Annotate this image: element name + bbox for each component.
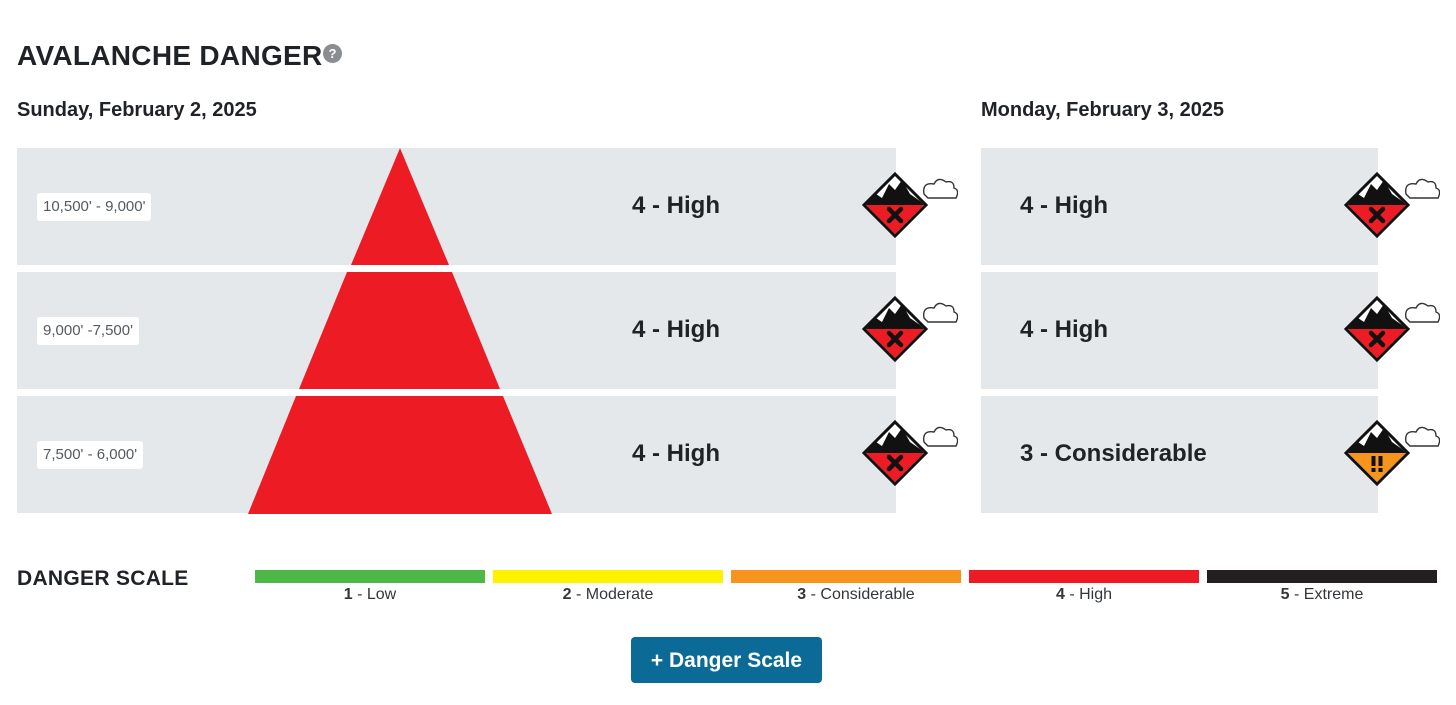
danger-scale-title: DANGER SCALE (17, 567, 189, 590)
section-title: AVALANCHE DANGER (17, 40, 323, 71)
scale-segment-high (969, 570, 1199, 583)
day2-date: Monday, February 3, 2025 (981, 99, 1225, 121)
scale-label-extreme: 5 - Extreme (1280, 586, 1364, 603)
scale-segment-considerable (731, 570, 961, 583)
pyramid-upper (351, 148, 449, 265)
danger-scale-button[interactable]: + Danger Scale (631, 637, 822, 683)
day2-band-lower (981, 396, 1378, 513)
pyramid-middle (299, 272, 500, 389)
day1-date: Sunday, February 2, 2025 (17, 99, 257, 121)
day2-rating-lower: 3 - Considerable (1020, 440, 1207, 467)
danger-level-4-icon (862, 420, 958, 488)
scale-label-considerable: 3 - Considerable (797, 586, 915, 603)
day2-rating-upper: 4 - High (1020, 192, 1108, 219)
scale-segment-low (255, 570, 485, 583)
scale-segment-moderate (493, 570, 723, 583)
danger-level-3-icon (1344, 420, 1440, 486)
day1-rating-lower: 4 - High (632, 440, 720, 467)
day2-band-upper (981, 148, 1378, 265)
day1-band-upper (17, 148, 896, 265)
pyramid-lower (248, 396, 552, 514)
danger-level-4-icon (1344, 296, 1440, 364)
danger-level-4-icon (862, 172, 958, 240)
day2-rating-middle: 4 - High (1020, 316, 1108, 343)
help-icon[interactable]: ? (323, 44, 342, 63)
danger-level-4-icon (862, 296, 958, 364)
elevation-tag-upper: 10,500' - 9,000' (37, 193, 152, 221)
day1-rating-middle: 4 - High (632, 316, 720, 343)
elevation-tag-middle: 9,000' -7,500' (37, 317, 139, 345)
mountain-pyramid (248, 148, 552, 514)
scale-label-moderate: 2 - Moderate (562, 586, 654, 603)
danger-level-4-icon (1344, 172, 1440, 240)
scale-label-low: 1 - Low (343, 586, 397, 603)
elevation-tag-lower: 7,500' - 6,000' (37, 441, 144, 469)
scale-segment-extreme (1207, 570, 1437, 583)
day1-rating-upper: 4 - High (632, 192, 720, 219)
day2-band-middle (981, 272, 1378, 389)
scale-label-high: 4 - High (1055, 586, 1113, 603)
